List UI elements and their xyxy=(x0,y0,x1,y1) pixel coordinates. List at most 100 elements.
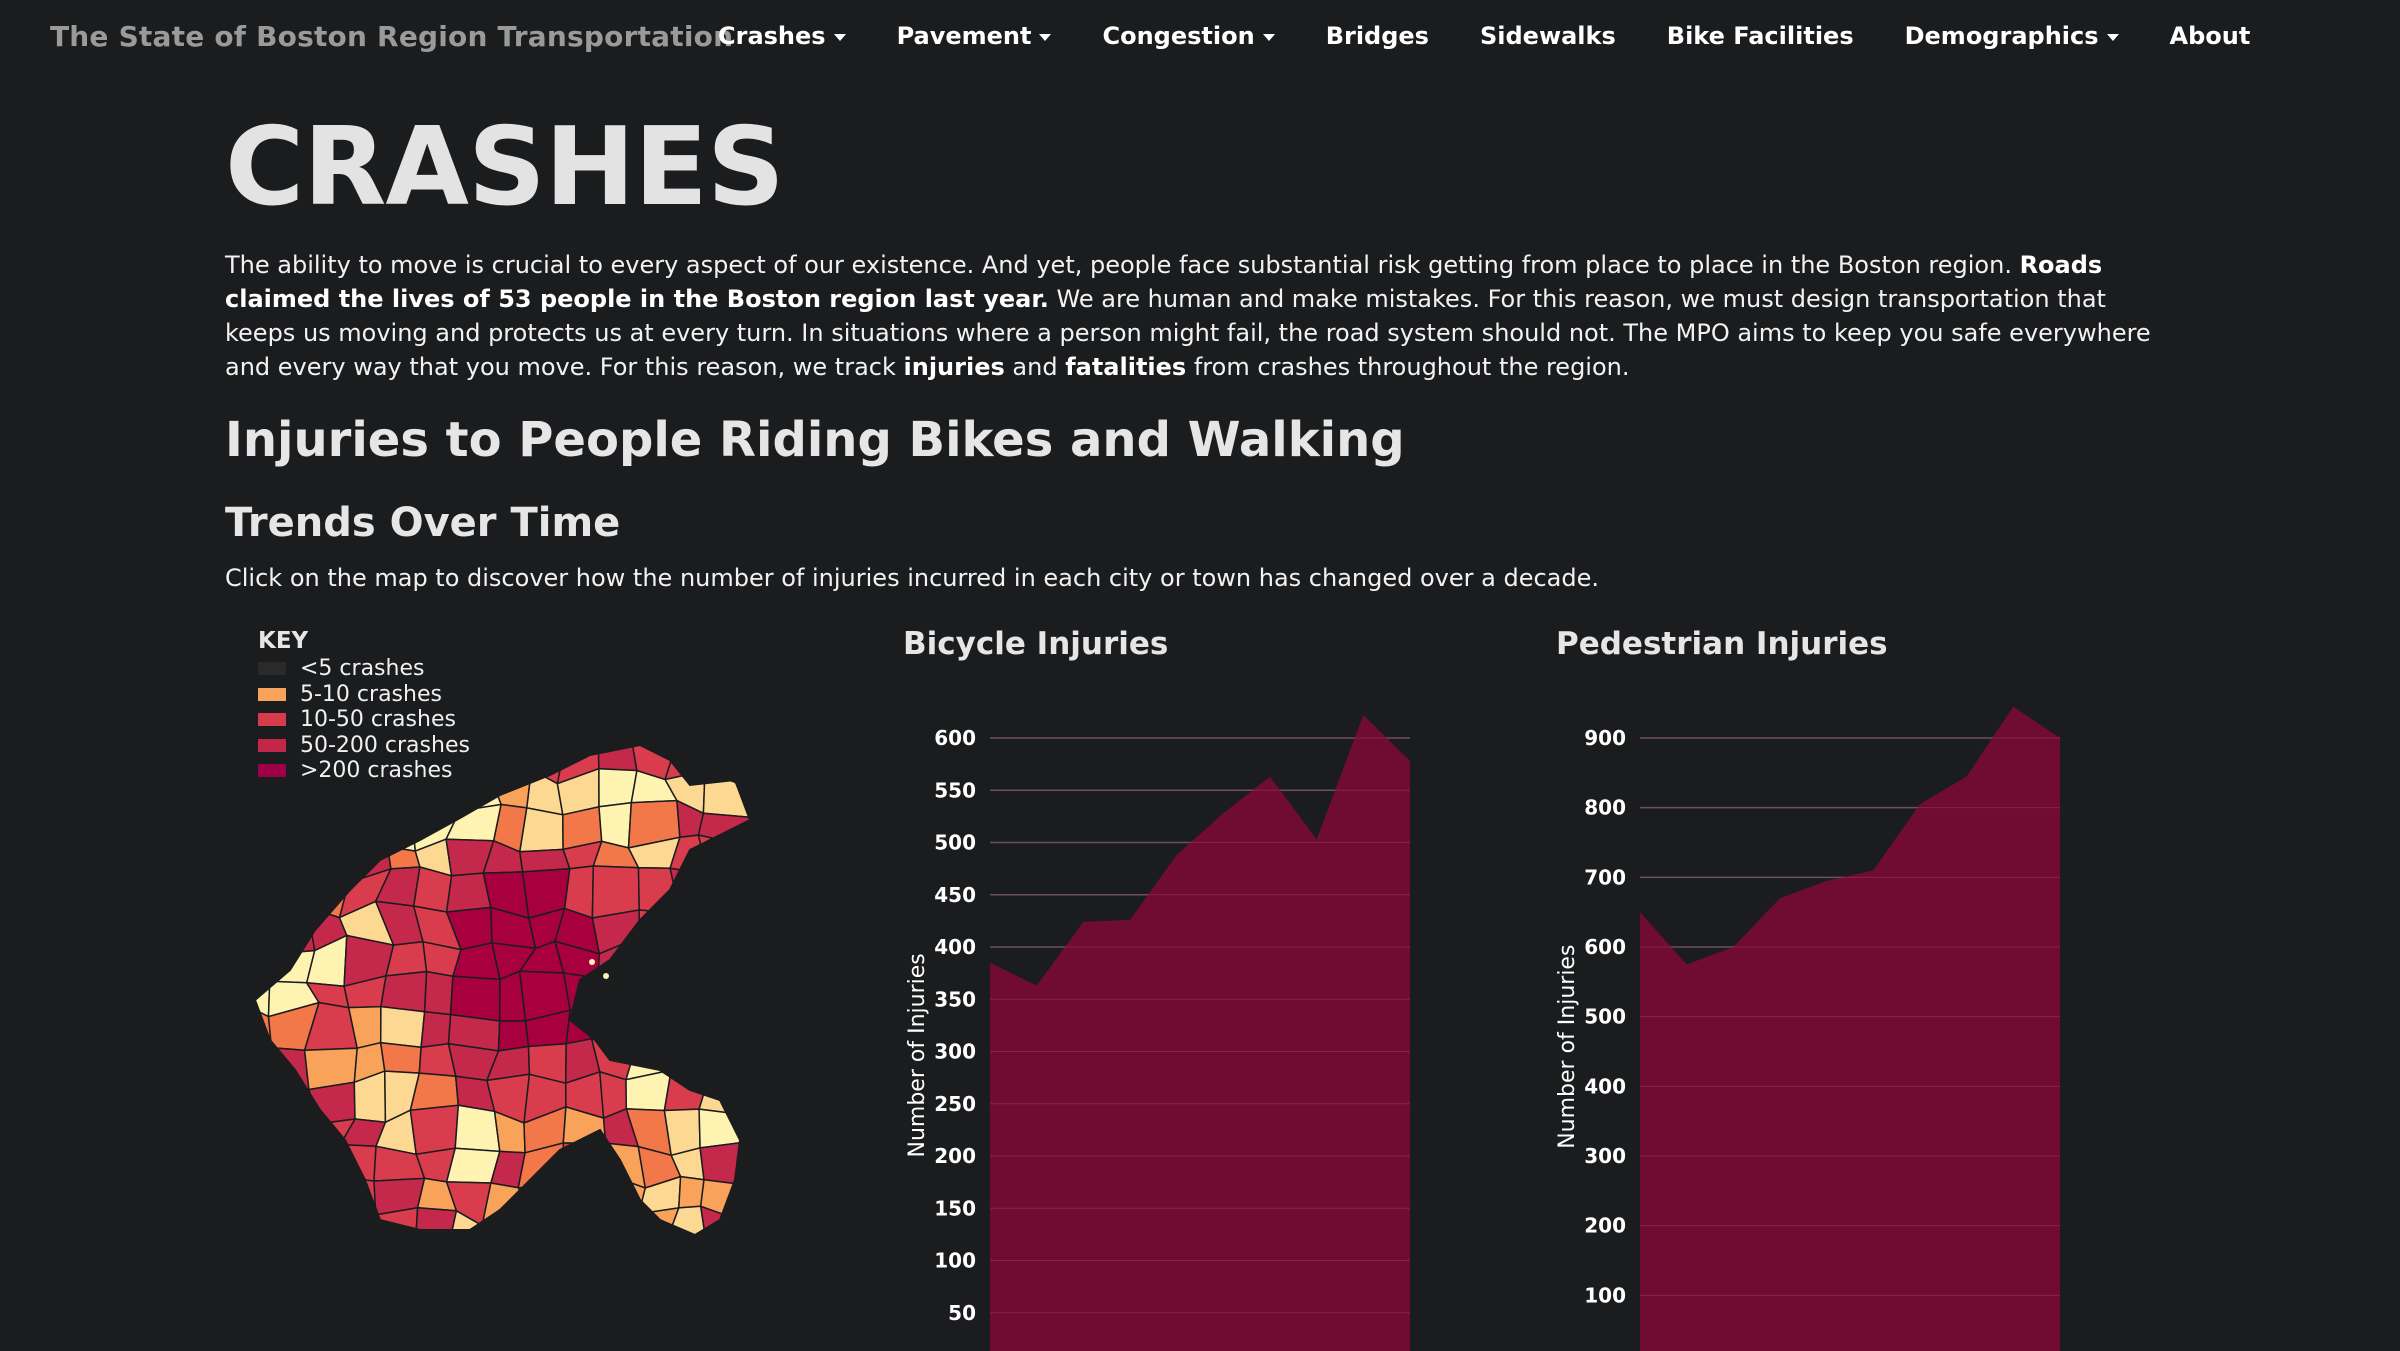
municipality-shape[interactable] xyxy=(240,1180,271,1223)
municipality-shape[interactable] xyxy=(339,763,394,804)
municipality-shape[interactable] xyxy=(597,740,638,772)
municipality-shape[interactable] xyxy=(240,865,282,920)
municipality-shape[interactable] xyxy=(268,1216,315,1240)
municipality-shape[interactable] xyxy=(701,933,752,980)
nav-item-bike-facilities[interactable]: Bike Facilities xyxy=(1667,22,1854,50)
municipality-shape[interactable] xyxy=(748,1179,780,1225)
municipality-shape[interactable] xyxy=(734,1036,780,1085)
municipality-shape[interactable] xyxy=(301,1217,346,1240)
municipality-shape[interactable] xyxy=(734,1075,780,1124)
municipality-shape[interactable] xyxy=(598,801,633,849)
municipality-shape[interactable] xyxy=(423,970,454,1016)
municipality-shape[interactable] xyxy=(274,740,314,775)
municipality-shape[interactable] xyxy=(339,1143,377,1182)
municipality-shape[interactable] xyxy=(377,740,420,785)
municipality-shape[interactable] xyxy=(240,1046,273,1078)
municipality-shape[interactable] xyxy=(240,740,281,770)
municipality-shape[interactable] xyxy=(339,740,394,785)
municipality-shape[interactable] xyxy=(565,1005,593,1045)
municipality-shape[interactable] xyxy=(266,1103,320,1146)
municipality-shape[interactable] xyxy=(557,1219,609,1240)
municipality-shape[interactable] xyxy=(276,805,319,840)
municipality-shape[interactable] xyxy=(458,766,503,812)
municipality-shape[interactable] xyxy=(739,969,780,1016)
municipality-shape[interactable] xyxy=(590,967,634,1018)
municipality-shape[interactable] xyxy=(409,1104,460,1156)
municipality-shape[interactable] xyxy=(698,1071,745,1116)
municipality-shape[interactable] xyxy=(704,740,737,784)
municipality-shape[interactable] xyxy=(277,766,319,812)
municipality-shape[interactable] xyxy=(557,1172,607,1226)
municipality-shape[interactable] xyxy=(699,1205,750,1240)
area-series[interactable] xyxy=(1640,706,2060,1351)
municipality-shape[interactable] xyxy=(307,801,344,841)
municipality-shape[interactable] xyxy=(302,838,350,884)
municipality-shape[interactable] xyxy=(739,933,780,974)
municipality-shape[interactable] xyxy=(410,766,466,812)
municipality-shape[interactable] xyxy=(702,1004,744,1055)
municipality-shape[interactable] xyxy=(497,1020,530,1052)
municipality-shape[interactable] xyxy=(240,1221,273,1240)
municipality-shape[interactable] xyxy=(414,1206,458,1240)
municipality-shape[interactable] xyxy=(240,1140,269,1188)
municipality-shape[interactable] xyxy=(240,911,282,955)
municipality-shape[interactable] xyxy=(240,831,279,884)
municipality-shape[interactable] xyxy=(698,1108,745,1149)
municipality-shape[interactable] xyxy=(240,1102,271,1146)
municipality-shape[interactable] xyxy=(240,1074,271,1123)
pedestrian-injuries-chart[interactable]: 100 200 300 400 500 600 700 800 900 Number of Inj… xyxy=(1530,690,2090,1351)
municipality-shape[interactable] xyxy=(420,1010,452,1049)
municipality-shape[interactable] xyxy=(674,912,709,946)
municipality-shape[interactable] xyxy=(409,1072,460,1112)
area-series[interactable] xyxy=(990,715,1410,1351)
nav-item-bridges[interactable]: Bridges xyxy=(1326,22,1429,50)
municipality-shape[interactable] xyxy=(672,1008,708,1056)
municipality-shape[interactable] xyxy=(339,799,389,848)
nav-item-demographics[interactable]: Demographics xyxy=(1905,22,2119,50)
municipality-shape[interactable] xyxy=(312,763,343,813)
municipality-shape[interactable] xyxy=(741,1113,780,1153)
municipality-shape[interactable] xyxy=(747,814,780,851)
municipality-shape[interactable] xyxy=(699,1141,752,1187)
municipality-shape[interactable] xyxy=(412,866,453,913)
municipality-shape[interactable] xyxy=(739,1004,780,1044)
municipality-shape[interactable] xyxy=(702,769,751,819)
municipality-shape[interactable] xyxy=(663,1108,701,1157)
municipality-shape[interactable] xyxy=(591,865,640,919)
municipality-shape[interactable] xyxy=(381,771,414,808)
municipality-shape[interactable] xyxy=(454,1104,501,1153)
municipality-shape[interactable] xyxy=(701,907,752,946)
nav-item-congestion[interactable]: Congestion xyxy=(1102,22,1275,50)
municipality-shape[interactable] xyxy=(411,740,467,774)
nav-item-crashes[interactable]: Crashes xyxy=(718,22,846,50)
island-shape[interactable] xyxy=(603,973,609,979)
municipality-shape[interactable] xyxy=(266,1140,319,1182)
municipality-shape[interactable] xyxy=(739,907,780,946)
municipality-shape[interactable] xyxy=(482,740,537,776)
municipality-shape[interactable] xyxy=(631,936,677,984)
municipality-shape[interactable] xyxy=(518,807,564,853)
municipality-shape[interactable] xyxy=(380,970,428,1013)
municipality-shape[interactable] xyxy=(312,1172,347,1220)
municipality-shape[interactable] xyxy=(379,1005,426,1049)
municipality-shape[interactable] xyxy=(669,867,709,921)
municipality-shape[interactable] xyxy=(268,831,310,868)
bicycle-injuries-chart[interactable]: 50 100 150 200 250 300 350 400 450 500 550 600 Numbe… xyxy=(880,690,1440,1351)
municipality-shape[interactable] xyxy=(268,865,309,914)
municipality-shape[interactable] xyxy=(733,845,780,882)
nav-item-about[interactable]: About xyxy=(2170,22,2251,50)
municipality-shape[interactable] xyxy=(517,1185,564,1227)
municipality-shape[interactable] xyxy=(678,1175,705,1209)
municipality-shape[interactable] xyxy=(240,974,271,1018)
municipality-shape[interactable] xyxy=(267,1172,318,1223)
municipality-shape[interactable] xyxy=(561,1142,607,1188)
municipality-shape[interactable] xyxy=(529,1209,575,1240)
municipality-shape[interactable] xyxy=(734,740,781,784)
municipality-shape[interactable] xyxy=(382,798,417,852)
municipality-shape[interactable] xyxy=(240,951,278,983)
municipality-shape[interactable] xyxy=(670,1052,712,1073)
municipality-shape[interactable] xyxy=(593,1213,641,1240)
municipality-shape[interactable] xyxy=(741,1141,780,1187)
municipality-shape[interactable] xyxy=(662,936,708,984)
municipality-shape[interactable] xyxy=(744,1205,780,1240)
